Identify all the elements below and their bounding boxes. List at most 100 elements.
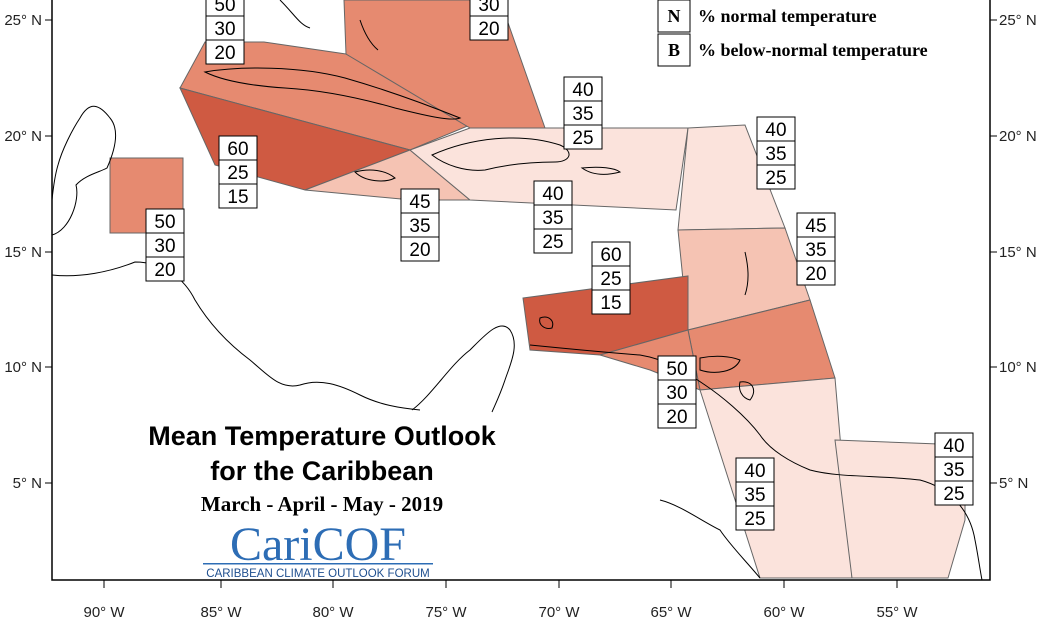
logo-underline (203, 563, 433, 565)
prob-value: 60 (227, 139, 248, 160)
legend-label-normal: % normal temperature (698, 6, 877, 26)
prob-cell-box (533, 180, 573, 206)
prob-cell-box (756, 116, 796, 142)
lon-tick-label: 65° W (650, 604, 692, 621)
probability-boxes: 5030203020602515503020453520403525403525… (145, 0, 974, 531)
prob-value: 35 (765, 144, 786, 165)
prob-value: 60 (600, 245, 621, 266)
prob-value: 15 (600, 293, 621, 314)
prob-box-windward-islands: 45 35 20 (796, 212, 836, 286)
zones (109, 0, 966, 579)
prob-value: 25 (572, 128, 593, 149)
prob-box-florida-bahamas-west: 50 30 20 (205, 0, 245, 65)
lon-tick-label: 70° W (538, 604, 580, 621)
prob-value: 35 (572, 104, 593, 125)
prob-cell-box (591, 265, 631, 291)
lat-tick-label-right: 10° N (999, 359, 1037, 376)
prob-box-cuba: 60 25 15 (218, 135, 258, 209)
prob-value: 35 (542, 208, 563, 229)
prob-value: 20 (154, 260, 175, 281)
prob-value: 40 (572, 80, 593, 101)
lat-tick-label-left: 25° N (4, 12, 42, 29)
prob-box-trinidad-tobago: 50 30 20 (657, 355, 697, 429)
prob-box-belize: 50 30 20 (145, 208, 185, 282)
prob-value: 20 (409, 240, 430, 261)
map-title-line2: for the Caribbean (210, 456, 434, 486)
prob-value: 45 (409, 192, 430, 213)
prob-value: 25 (765, 168, 786, 189)
prob-cell-box (756, 140, 796, 166)
prob-value: 25 (943, 484, 964, 505)
legend-key-n-box (657, 0, 691, 33)
prob-cell-box (533, 228, 573, 254)
lon-tick-label: 85° W (200, 604, 242, 621)
prob-value: 25 (542, 232, 563, 253)
lat-tick-label-left: 5° N (13, 475, 42, 492)
prob-cell-box (145, 256, 185, 282)
prob-cell-box (218, 183, 258, 209)
prob-value: 30 (666, 383, 687, 404)
prob-box-guyana: 40 35 25 (735, 457, 775, 531)
prob-value: 40 (765, 120, 786, 141)
prob-value: 35 (805, 240, 826, 261)
prob-value: 15 (227, 187, 248, 208)
prob-cell-box (400, 236, 440, 262)
prob-cell-box (934, 480, 974, 506)
prob-cell-box (657, 355, 697, 381)
caricof-logo: CariCOF CARIBBEAN CLIMATE OUTLOOK FORUM (203, 518, 433, 580)
logo-subtitle: CARIBBEAN CLIMATE OUTLOOK FORUM (206, 568, 429, 580)
prob-value: 25 (227, 163, 248, 184)
prob-value: 40 (744, 461, 765, 482)
lat-tick-label-left: 15° N (4, 244, 42, 261)
prob-cell-box (796, 260, 836, 286)
lat-tick-label-right: 15° N (999, 244, 1037, 261)
lon-tick-label: 60° W (763, 604, 805, 621)
legend: N % normal temperature B % below-normal … (657, 0, 928, 67)
prob-cell-box (756, 164, 796, 190)
prob-cell-box (591, 241, 631, 267)
logo-wordmark: CariCOF (230, 518, 406, 571)
prob-value: 30 (478, 0, 499, 16)
prob-value: 30 (214, 19, 235, 40)
prob-value: 35 (744, 485, 765, 506)
prob-value: 30 (154, 236, 175, 257)
lat-tick-label-right: 20° N (999, 128, 1037, 145)
map-period: March - April - May - 2019 (201, 492, 443, 516)
prob-box-hispaniola: 40 35 25 (533, 180, 573, 254)
map-title-line1: Mean Temperature Outlook (148, 421, 497, 451)
prob-value: 20 (478, 19, 499, 40)
lat-tick-label-left: 10° N (4, 359, 42, 376)
lat-tick-label-right: 25° N (999, 12, 1037, 29)
prob-box-suriname-guiana: 40 35 25 (934, 432, 974, 506)
prob-cell-box (934, 432, 974, 458)
lat-tick-label-left: 20° N (4, 128, 42, 145)
prob-cell-box (657, 379, 697, 405)
legend-label-below: % below-normal temperature (698, 40, 928, 60)
lon-tick-label: 55° W (876, 604, 918, 621)
prob-cell-box (657, 403, 697, 429)
lon-tick-label: 90° W (83, 604, 125, 621)
lon-tick-label: 75° W (425, 604, 467, 621)
prob-cell-box (934, 456, 974, 482)
prob-value: 40 (542, 184, 563, 205)
prob-cell-box (205, 15, 245, 41)
prob-box-turks-caicos: 40 35 25 (563, 76, 603, 150)
prob-cell-box (205, 39, 245, 65)
latitude-ticks: 25° N 25° N 20° N 20° N 15° N 15° N 10° N 10° N… (4, 12, 1036, 492)
prob-value: 50 (666, 359, 687, 380)
prob-value: 40 (943, 436, 964, 457)
prob-value: 35 (943, 460, 964, 481)
prob-cell-box (563, 124, 603, 150)
prob-cell-box (591, 289, 631, 315)
prob-value: 45 (805, 216, 826, 237)
prob-value: 20 (214, 43, 235, 64)
legend-key-b: B (668, 40, 680, 60)
prob-cell-box (796, 236, 836, 262)
prob-value: 20 (666, 407, 687, 428)
prob-value: 50 (214, 0, 235, 16)
prob-value: 20 (805, 264, 826, 285)
lat-tick-label-right: 5° N (999, 475, 1028, 492)
prob-cell-box (563, 100, 603, 126)
